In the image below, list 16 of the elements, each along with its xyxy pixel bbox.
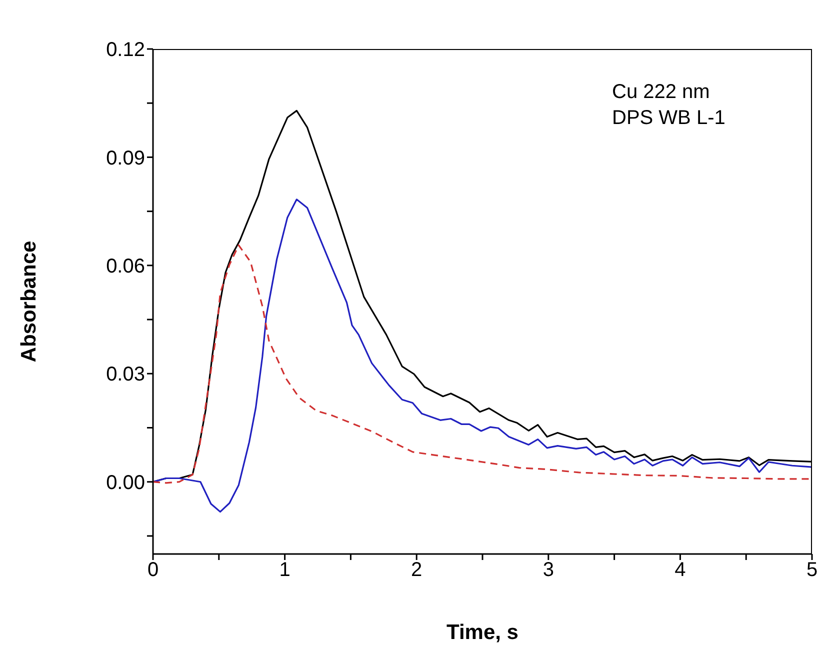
- y-tick-label: 0.00: [106, 472, 145, 494]
- y-tick-label: 0.12: [106, 39, 145, 62]
- annotation: DPS WB L-1: [612, 106, 726, 131]
- line-series: [153, 198, 812, 513]
- y-tick-label: 0.03: [106, 364, 145, 386]
- x-tick-label: 2: [411, 559, 422, 582]
- y-tick-label: 0.09: [106, 147, 145, 170]
- annotation: Cu 222 nm: [612, 80, 711, 105]
- x-tick-label: 4: [674, 559, 686, 582]
- x-axis-title: Time, s: [446, 620, 518, 644]
- y-axis-title: Absorbance: [17, 240, 40, 362]
- y-tick-label: 0.06: [106, 256, 145, 278]
- x-tick-label: 3: [542, 559, 554, 582]
- x-tick-label: 5: [806, 559, 818, 582]
- x-tick-label: 0: [147, 559, 159, 582]
- x-tick-label: 1: [279, 559, 290, 582]
